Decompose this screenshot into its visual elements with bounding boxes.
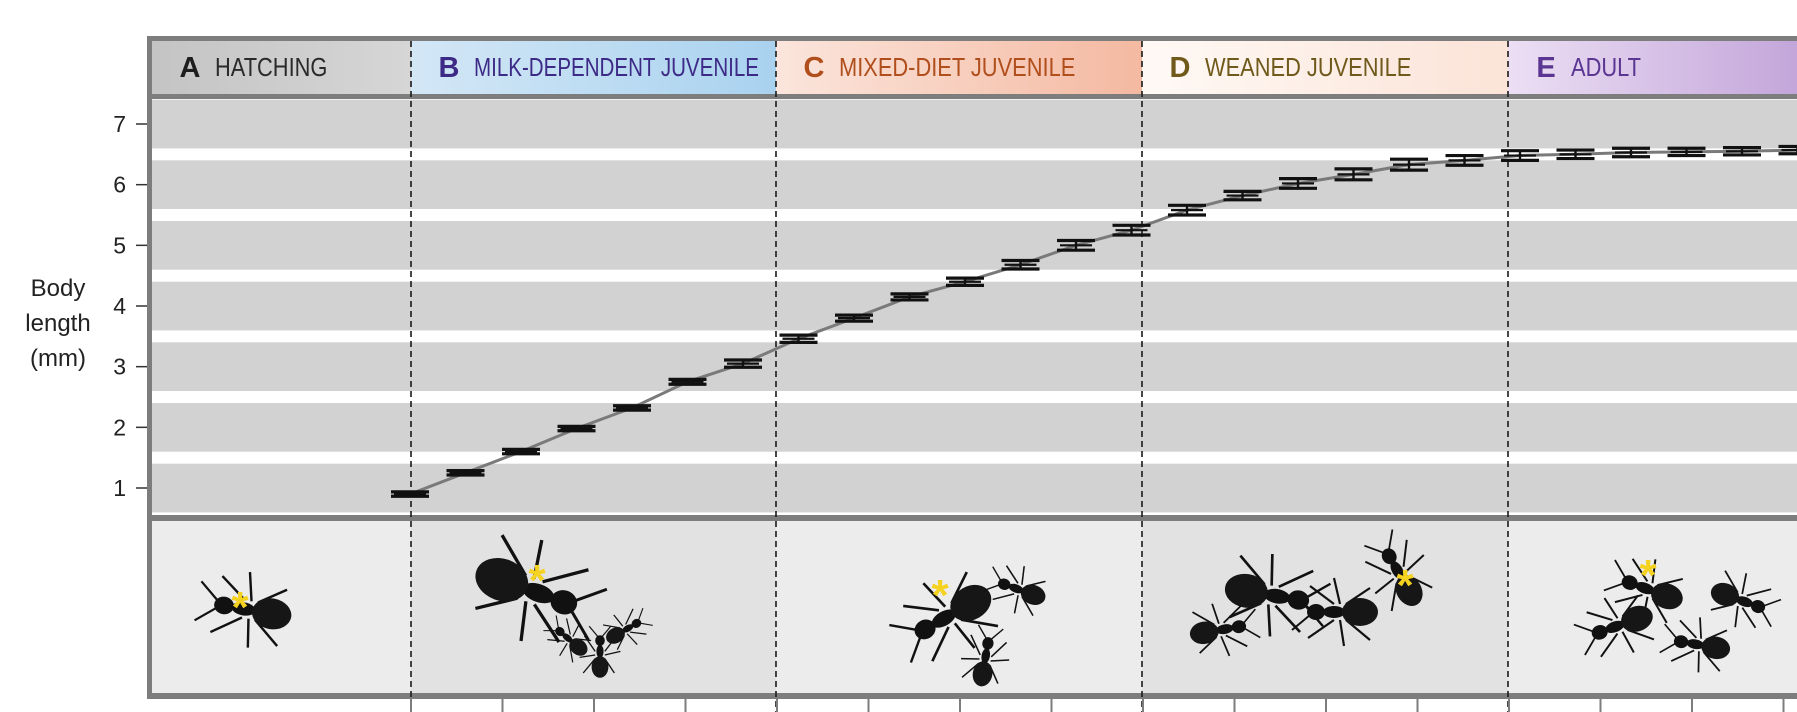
ant-figure <box>1291 577 1378 647</box>
photo-panel-d: * <box>1142 521 1508 693</box>
focal-marker: * <box>528 556 546 605</box>
ant-figure <box>194 571 292 648</box>
grid-band <box>152 403 1797 452</box>
ant-figure <box>961 624 1010 687</box>
stage-letter: A <box>180 52 201 84</box>
stage-header-e: E ADULT <box>1508 41 1797 94</box>
data-point <box>446 469 485 477</box>
stage-separators <box>152 41 1797 712</box>
data-point <box>724 358 762 369</box>
y-axis: 1 2 3 4 5 6 7 <box>113 111 147 501</box>
y-axis-label: Body length (mm) <box>25 275 90 372</box>
photo-background <box>1142 521 1508 693</box>
ant-figure <box>1659 617 1731 673</box>
data-point <box>391 490 429 498</box>
y-tick-label: 3 <box>113 354 126 380</box>
y-tick-label: 4 <box>113 293 126 319</box>
ant-figure <box>1573 594 1655 658</box>
series-body-length <box>391 144 1797 498</box>
y-tick-label: 7 <box>113 111 126 137</box>
data-point <box>1667 146 1706 158</box>
stage-header-c: C MIXED-DIET JUVENILE <box>776 41 1142 94</box>
photo-panel-c: * <box>776 521 1142 693</box>
stage-letter: C <box>804 52 825 84</box>
stage-name: WEANED JUVENILE <box>1205 52 1411 82</box>
data-point <box>779 333 818 344</box>
stage-name: MIXED-DIET JUVENILE <box>839 52 1075 82</box>
focal-marker: * <box>931 571 949 620</box>
data-point <box>946 276 984 287</box>
stage-header-d: D WEANED JUVENILE <box>1142 41 1508 94</box>
stage-header-background <box>1508 41 1797 94</box>
ant-figure <box>1364 529 1433 612</box>
ant-figure <box>475 534 608 643</box>
stage-header-background <box>776 41 1142 94</box>
ant-figure <box>889 571 999 663</box>
x-axis-ticks <box>410 699 1785 712</box>
data-point <box>668 377 707 386</box>
data-point <box>502 447 540 456</box>
data-point <box>1057 238 1095 252</box>
data-point <box>1501 149 1539 162</box>
grid-band <box>152 463 1797 513</box>
y-tick-label: 6 <box>113 172 126 198</box>
data-point <box>1556 148 1595 161</box>
data-point <box>1279 177 1317 190</box>
grid-band <box>152 99 1797 149</box>
stage-header-b: B MILK-DEPENDENT JUVENILE <box>411 41 776 94</box>
data-point <box>557 424 596 433</box>
data-point <box>1334 167 1373 182</box>
photo-panel-b: * <box>411 521 776 693</box>
data-point <box>1001 258 1040 271</box>
data-point <box>1168 203 1206 217</box>
grid-band <box>152 281 1797 331</box>
plot-area <box>152 99 1797 515</box>
stage-header-background <box>411 41 776 94</box>
grid-band <box>152 342 1797 391</box>
ant-figure <box>543 615 592 663</box>
stage-header-background <box>1142 41 1508 94</box>
stage-name: ADULT <box>1571 52 1641 82</box>
stage-name: HATCHING <box>215 52 327 82</box>
grid-band <box>152 160 1797 209</box>
focal-marker: * <box>231 583 249 632</box>
stage-letter: E <box>1536 52 1555 84</box>
photo-panel-e: * <box>1508 521 1797 693</box>
y-tick-label: 5 <box>113 232 126 258</box>
y-tick-label: 1 <box>113 475 126 501</box>
stage-header-background <box>152 41 411 94</box>
focal-marker: * <box>1396 561 1414 610</box>
data-point <box>1445 153 1484 167</box>
grid-band <box>152 221 1797 270</box>
photo-panel-a: * <box>152 521 411 693</box>
ant-figure <box>983 565 1046 616</box>
data-point <box>1778 144 1797 156</box>
stage-letter: B <box>439 52 460 84</box>
data-point <box>1612 146 1650 159</box>
ant-figure <box>1710 570 1782 629</box>
data-point <box>1112 223 1151 237</box>
ant-figure <box>602 608 653 650</box>
data-point <box>890 292 929 302</box>
stage-header: A HATCHING B MILK-DEPENDENT JUVENILE C MIXED-… <box>152 41 1797 94</box>
ant-figure <box>1189 603 1261 657</box>
data-point <box>613 404 651 412</box>
focal-marker: * <box>1639 551 1657 600</box>
stage-name: MILK-DEPENDENT JUVENILE <box>474 52 759 82</box>
data-point <box>835 313 873 323</box>
stage-letter: D <box>1170 52 1191 84</box>
y-tick-label: 2 <box>113 414 126 440</box>
data-point <box>1390 157 1428 172</box>
ant-figure <box>579 625 621 678</box>
data-point <box>1723 146 1761 157</box>
photo-strip: * * * * * <box>152 521 1797 693</box>
panel-divider <box>152 515 1797 521</box>
data-point <box>1223 189 1262 202</box>
stage-header-a: A HATCHING <box>152 41 411 94</box>
